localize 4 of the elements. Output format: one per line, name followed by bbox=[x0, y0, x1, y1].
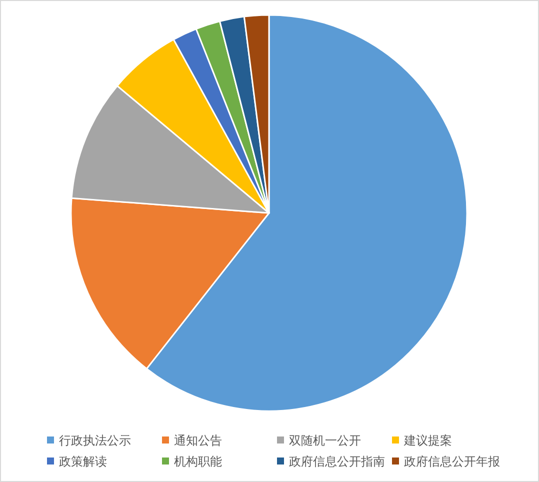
legend-label: 通知公告 bbox=[174, 434, 222, 448]
legend-label: 机构职能 bbox=[174, 454, 222, 468]
legend-label: 建议提案 bbox=[403, 434, 452, 448]
legend-label: 政策解读 bbox=[59, 454, 107, 468]
